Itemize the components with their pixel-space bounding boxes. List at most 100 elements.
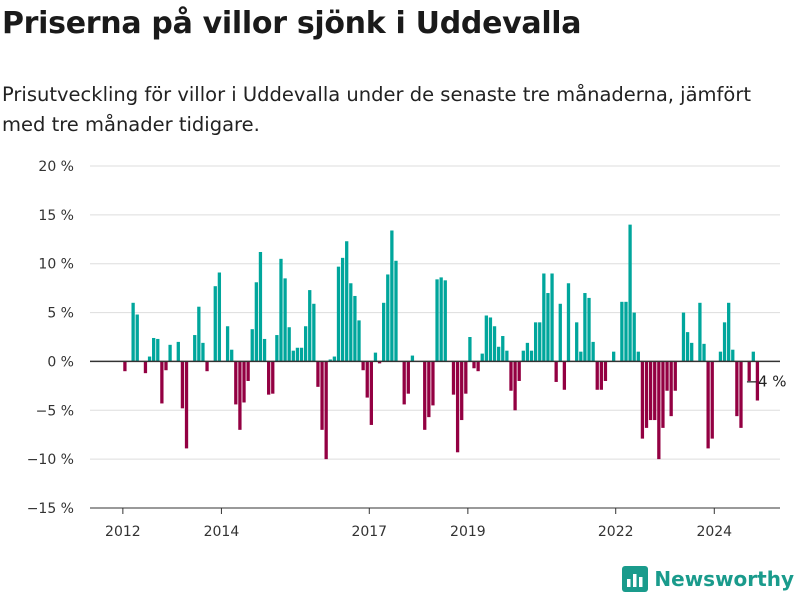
last-value-label: −4 % (745, 373, 786, 391)
y-tick-label: 10 % (38, 257, 74, 273)
bar (731, 349, 735, 362)
bar (345, 241, 349, 362)
bar (591, 341, 595, 362)
x-tick-label: 2019 (450, 524, 486, 540)
bar (698, 302, 702, 362)
bar (275, 335, 279, 362)
bar (550, 273, 554, 362)
bar (176, 341, 180, 362)
bar (554, 361, 558, 382)
bar (308, 290, 312, 362)
bar (283, 278, 287, 362)
bar (143, 361, 148, 374)
bar (665, 361, 669, 391)
bar (681, 312, 686, 362)
bar (751, 351, 755, 362)
bar (423, 361, 427, 430)
y-tick-label: 5 % (47, 306, 74, 322)
chart-title: Priserna på villor sjönk i Uddevalla (2, 6, 582, 41)
bar (690, 342, 694, 362)
x-tick-label: 2014 (204, 524, 240, 540)
bar (291, 350, 295, 362)
bar (505, 350, 509, 362)
bar (451, 361, 456, 395)
bar (480, 353, 484, 362)
bar (710, 361, 714, 439)
bar (135, 314, 139, 362)
bar (230, 349, 234, 362)
bar (468, 337, 472, 362)
bar (612, 351, 616, 362)
bar (644, 361, 649, 428)
bar (410, 355, 415, 362)
bar (369, 361, 373, 425)
bar (492, 326, 497, 362)
axes (90, 360, 780, 514)
bar (575, 322, 579, 362)
bar (546, 293, 550, 362)
bar (225, 326, 230, 362)
bar (636, 351, 640, 362)
bar (242, 361, 246, 403)
bar (632, 312, 636, 362)
x-tick-label: 2012 (105, 524, 141, 540)
bar (246, 361, 250, 381)
bar (357, 320, 361, 362)
bar (529, 350, 534, 362)
bar (443, 280, 447, 362)
bar (316, 361, 320, 387)
bar (661, 361, 665, 428)
bar (455, 361, 460, 453)
bar (620, 301, 624, 362)
bar (406, 361, 410, 394)
bar (476, 361, 480, 372)
bar (197, 306, 201, 362)
bar (402, 361, 406, 405)
bar (464, 361, 468, 394)
bar (295, 347, 300, 362)
bar (653, 361, 657, 421)
bar (184, 361, 189, 449)
bar (254, 282, 258, 362)
bar (538, 322, 542, 362)
bar (484, 315, 488, 362)
bar (193, 335, 197, 362)
bar (722, 322, 727, 362)
bar (579, 351, 583, 362)
bar (180, 361, 185, 409)
bar-chart-logo-icon (622, 566, 649, 592)
bar (332, 356, 337, 362)
y-tick-label: 15 % (38, 208, 74, 224)
bar (513, 361, 517, 411)
bar (603, 361, 608, 381)
brand-name: Newsworthy (654, 567, 794, 591)
bar (250, 329, 254, 362)
bar (258, 251, 263, 362)
bar (234, 361, 238, 405)
bar (324, 361, 328, 460)
bar (439, 277, 443, 362)
bar (299, 347, 304, 362)
bar (509, 361, 513, 391)
bar (287, 327, 291, 362)
bar (267, 361, 271, 395)
bar (377, 361, 382, 364)
bar (669, 361, 673, 417)
bar (427, 361, 431, 418)
bar (521, 350, 525, 362)
bar (271, 361, 275, 394)
newsworthy-logo[interactable]: Newsworthy (622, 564, 794, 594)
bar (205, 361, 209, 372)
bar (497, 346, 501, 362)
bar (558, 303, 562, 362)
bar (152, 337, 156, 362)
bar (628, 224, 632, 362)
bar (328, 359, 332, 362)
bar (648, 361, 653, 421)
bar (501, 336, 505, 362)
bar (160, 361, 164, 404)
bar (349, 283, 353, 362)
bar (320, 361, 324, 430)
bar (168, 344, 172, 362)
bar (525, 342, 530, 362)
